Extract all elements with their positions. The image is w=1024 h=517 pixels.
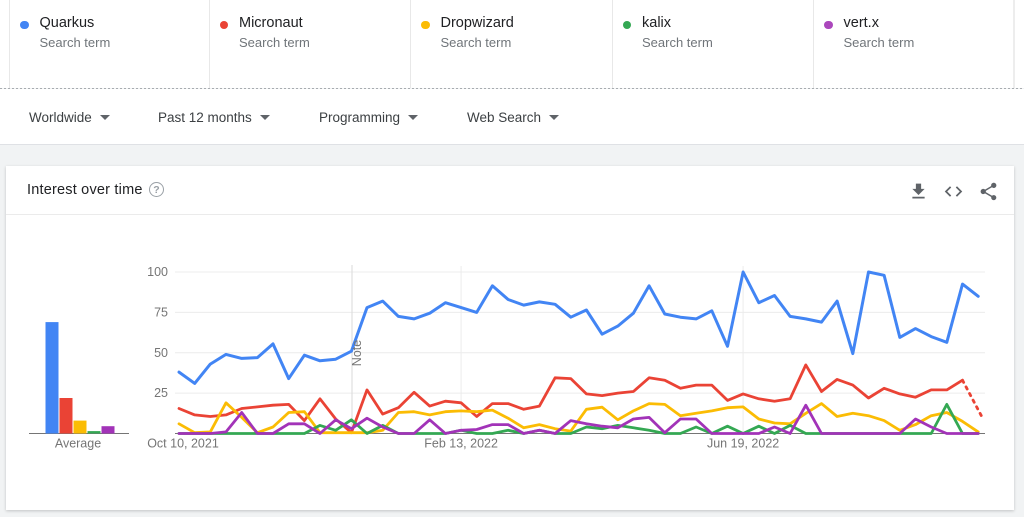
svg-text:75: 75: [154, 305, 168, 319]
svg-text:25: 25: [154, 386, 168, 400]
svg-text:Jun 19, 2022: Jun 19, 2022: [707, 437, 779, 451]
svg-text:100: 100: [147, 265, 168, 279]
svg-text:Average: Average: [55, 437, 101, 451]
svg-text:Oct 10, 2021: Oct 10, 2021: [147, 437, 219, 451]
svg-text:Note: Note: [350, 340, 364, 366]
svg-text:50: 50: [154, 346, 168, 360]
svg-text:Feb 13, 2022: Feb 13, 2022: [424, 437, 498, 451]
